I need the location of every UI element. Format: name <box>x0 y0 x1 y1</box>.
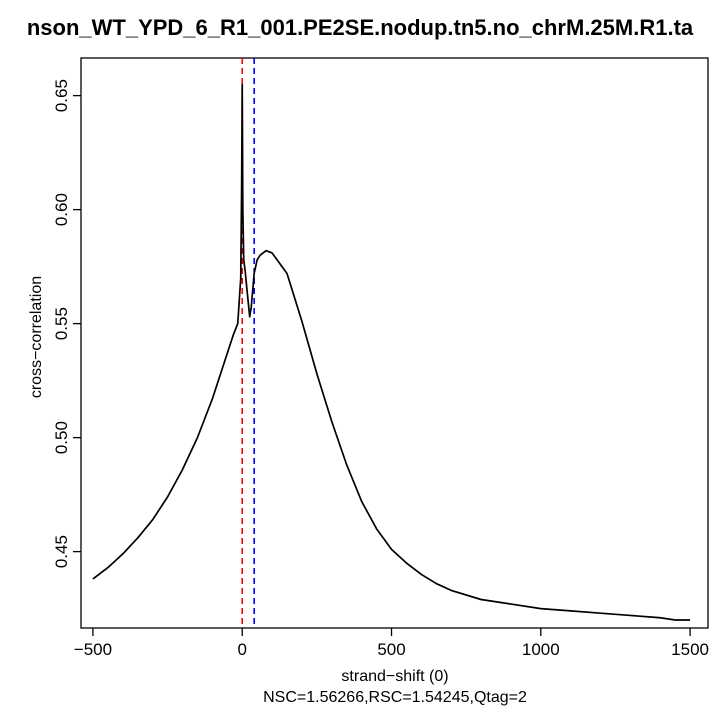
y-tick-label: 0.50 <box>52 421 71 454</box>
x-tick-label: 0 <box>237 640 246 659</box>
y-axis-label: cross−correlation <box>28 276 45 398</box>
x-tick-label: 1500 <box>671 640 709 659</box>
chart-subtitle: NSC=1.56266,RSC=1.54245,Qtag=2 <box>263 689 527 706</box>
plot-frame <box>80 57 709 629</box>
y-tick-label: 0.65 <box>52 79 71 112</box>
x-tick-label: 500 <box>377 640 405 659</box>
chart-title: nson_WT_YPD_6_R1_001.PE2SE.nodup.tn5.no_… <box>27 15 694 40</box>
cross-correlation-line <box>92 83 691 621</box>
y-tick-label: 0.55 <box>52 307 71 340</box>
x-tick-label: −500 <box>74 640 112 659</box>
x-tick-label: 1000 <box>522 640 560 659</box>
y-tick-label: 0.60 <box>52 193 71 226</box>
x-axis-label: strand−shift (0) <box>341 668 448 685</box>
y-tick-label: 0.45 <box>52 535 71 568</box>
